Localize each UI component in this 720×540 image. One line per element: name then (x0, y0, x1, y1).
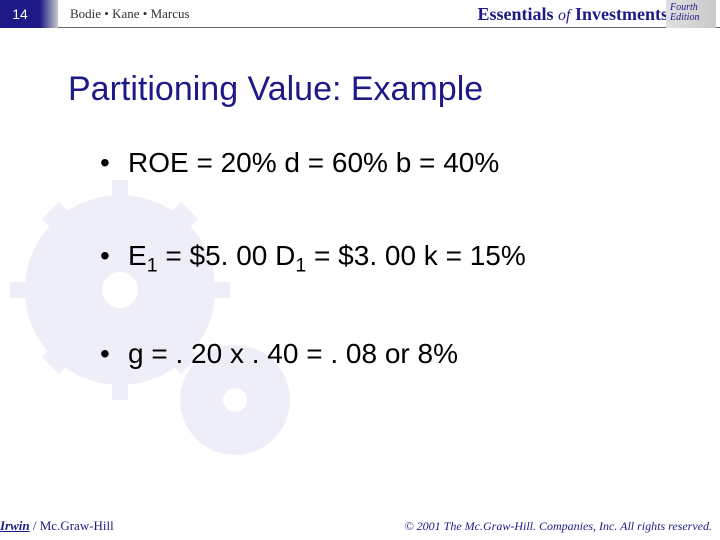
book-title-of: of (558, 7, 570, 24)
gradient-strip (40, 0, 58, 28)
footer-right: © 2001 The Mc.Graw-Hill. Companies, Inc.… (405, 519, 712, 534)
content-area: ROE = 20% d = 60% b = 40% E1 = $5. 00 D1… (100, 145, 660, 429)
footer-irwin: Irwin (0, 518, 30, 533)
page-number: 14 (0, 0, 40, 28)
slide-title: Partitioning Value: Example (68, 70, 483, 109)
edition-badge: Fourth Edition (666, 0, 716, 28)
footer-left: Irwin / Mc.Graw-Hill (0, 518, 114, 534)
bullet-1-text: ROE = 20% d = 60% b = 40% (128, 147, 499, 178)
subscript-1a: 1 (147, 255, 158, 277)
bullet-3: g = . 20 x . 40 = . 08 or 8% (100, 336, 660, 371)
bullet-2-e: E (128, 240, 147, 271)
footer-mcgraw: / Mc.Graw-Hill (30, 518, 114, 533)
bullet-1: ROE = 20% d = 60% b = 40% (100, 145, 660, 180)
bullet-3-text: g = . 20 x . 40 = . 08 or 8% (128, 338, 458, 369)
top-bar: 14 Bodie • Kane • Marcus Essentials of I… (0, 0, 720, 28)
authors: Bodie • Kane • Marcus (70, 6, 190, 22)
bullet-2-end: = $3. 00 k = 15% (306, 240, 526, 271)
bullet-2: E1 = $5. 00 D1 = $3. 00 k = 15% (100, 238, 660, 278)
book-title: Essentials of Investments (478, 4, 668, 25)
book-title-part1: Essentials (478, 4, 554, 24)
subscript-1b: 1 (295, 255, 306, 277)
bullet-2-mid: = $5. 00 D (158, 240, 296, 271)
edition-line2: Edition (670, 13, 714, 23)
slide: 14 Bodie • Kane • Marcus Essentials of I… (0, 0, 720, 540)
book-title-part2: Investments (575, 4, 668, 24)
